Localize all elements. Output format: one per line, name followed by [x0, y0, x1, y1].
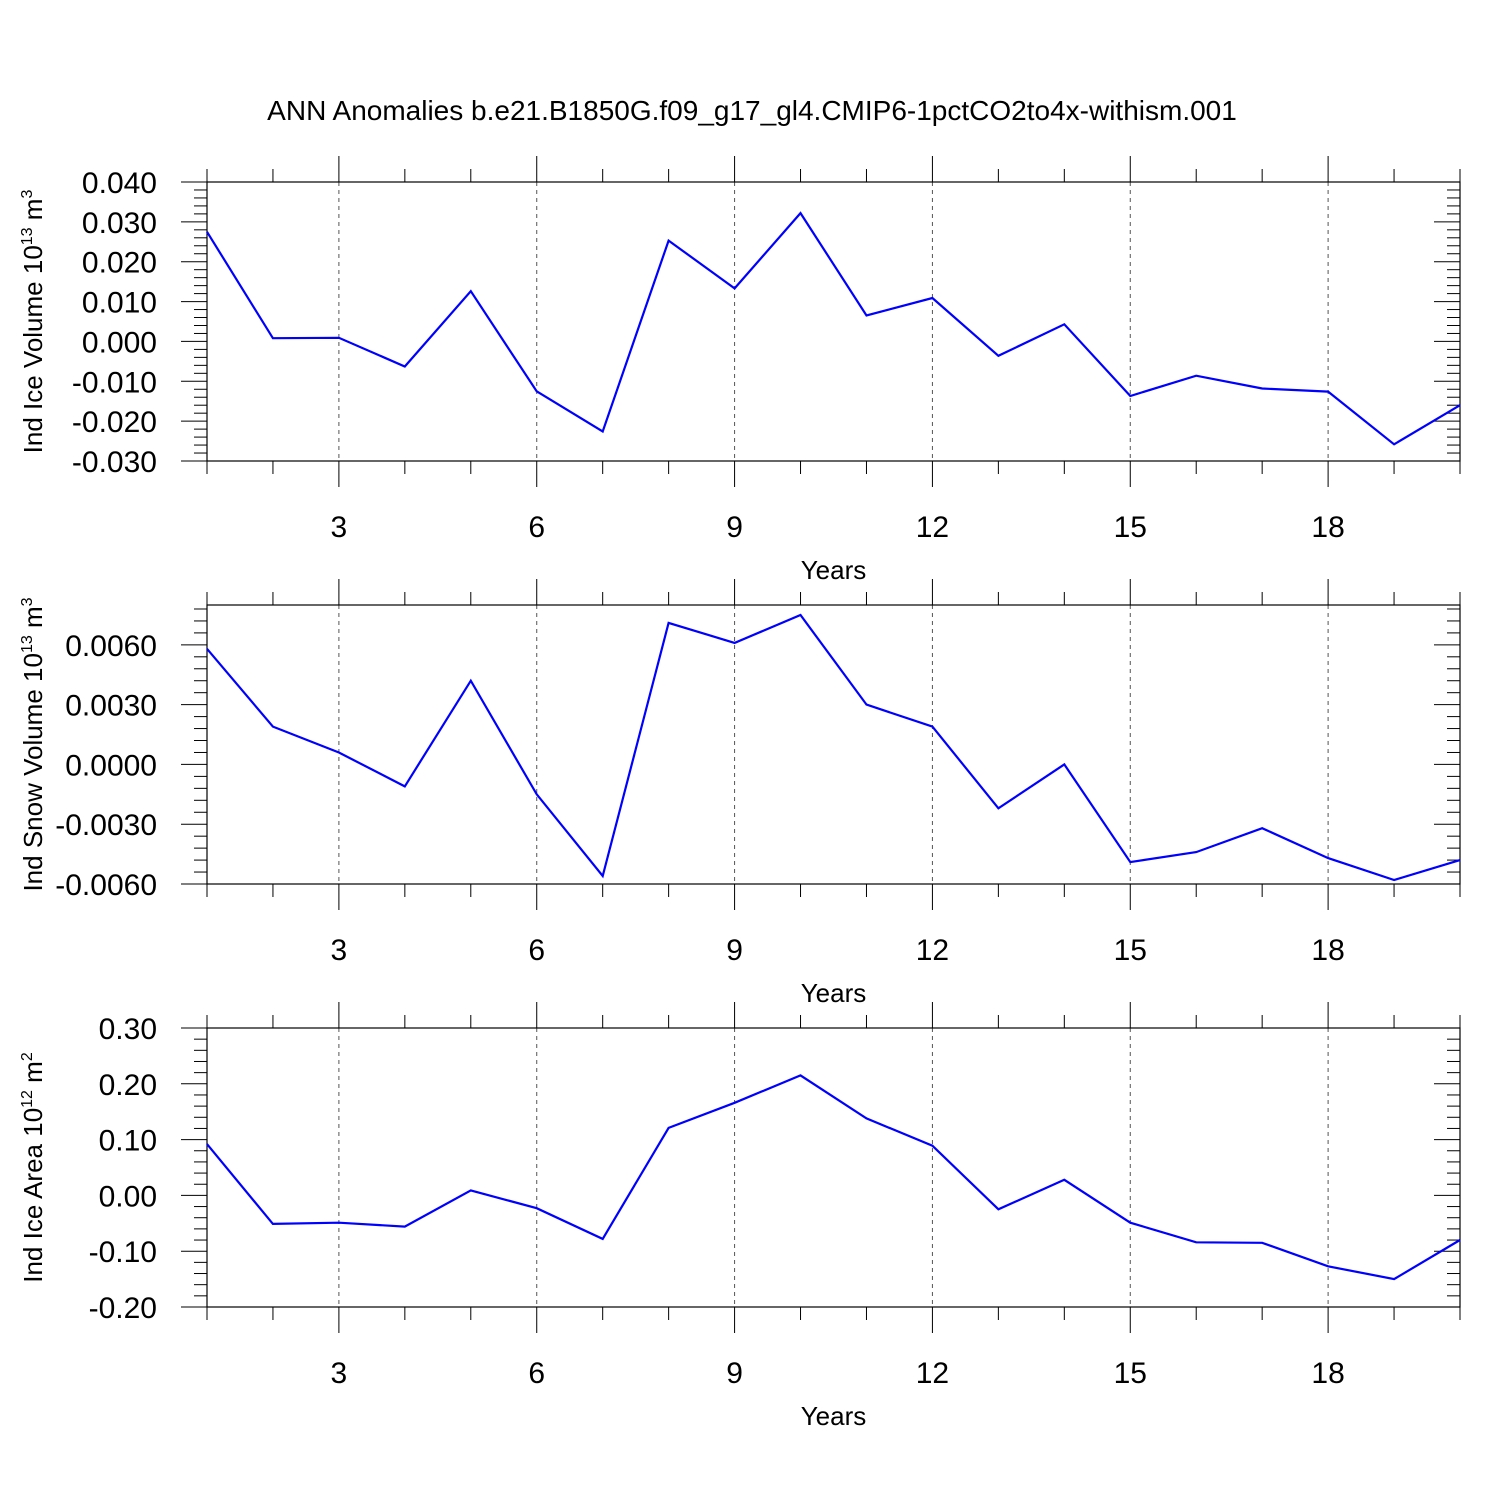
y-axis-label-unit: m	[18, 1061, 48, 1090]
y-axis-label-exponent: 13	[19, 635, 36, 653]
y-axis-label-text: Ind Ice Area 10	[18, 1108, 48, 1283]
y-axis-label-exponent: 12	[19, 1090, 36, 1108]
x-tick-label: 9	[726, 1357, 743, 1390]
chart-panel-3: 3 6 9 12 15 18 -0.20 -0.10 0.00 0.10 0.20 0.30 Ind I…	[18, 1002, 1461, 1431]
y-axis-label-unit: m	[18, 606, 48, 635]
plot-frame	[206, 181, 1461, 462]
y-tick-label: 0.20	[99, 1069, 157, 1102]
y-tick-label: -0.20	[89, 1292, 157, 1325]
x-tick-label: 15	[1114, 934, 1147, 967]
x-tick-label: 18	[1311, 934, 1344, 967]
x-tick-label: 6	[528, 1357, 545, 1390]
x-axis-label: Years	[801, 555, 867, 585]
y-tick-label: -0.030	[72, 446, 157, 479]
x-tick-label: 15	[1114, 511, 1147, 544]
y-tick-label: 0.000	[82, 326, 157, 359]
plot-frame	[206, 1027, 1461, 1308]
x-tick-label: 12	[916, 1357, 949, 1390]
x-tick-label: 6	[528, 934, 545, 967]
y-tick-label: 0.020	[82, 247, 157, 280]
y-axis-label-unit-exponent: 3	[19, 597, 36, 606]
y-axis-label-unit-exponent: 3	[19, 190, 36, 199]
y-tick-label: 0.0030	[65, 690, 157, 723]
x-tick-label: 3	[331, 934, 348, 967]
x-axis-label: Years	[801, 978, 867, 1008]
y-tick-label: 0.0060	[65, 630, 157, 663]
y-tick-label: -0.10	[89, 1236, 157, 1269]
series-line	[206, 613, 1461, 882]
y-axis-label: Ind Ice Volume 1013 m3	[18, 190, 48, 454]
y-tick-label: -0.0030	[55, 809, 157, 842]
y-tick-label: -0.010	[72, 366, 157, 399]
y-tick-label: 0.00	[99, 1180, 157, 1213]
chart-panel-1: 3 6 9 12 15 18 -0.030 -0.020 -0.010 0.000 0.010 0.0…	[18, 156, 1461, 585]
x-tick-label: 3	[331, 1357, 348, 1390]
x-tick-label: 18	[1311, 1357, 1344, 1390]
x-tick-label: 12	[916, 511, 949, 544]
y-axis-label-text: Ind Ice Volume 10	[18, 245, 48, 453]
y-tick-label: 0.010	[82, 287, 157, 320]
y-tick-label: 0.040	[82, 167, 157, 200]
figure-title: ANN Anomalies b.e21.B1850G.f09_g17_gl4.C…	[267, 95, 1237, 126]
y-axis-label-exponent: 13	[19, 227, 36, 245]
series-line	[206, 211, 1461, 446]
series-line	[206, 1074, 1461, 1281]
x-tick-label: 3	[331, 511, 348, 544]
y-tick-label: 0.0000	[65, 749, 157, 782]
y-tick-label: -0.020	[72, 406, 157, 439]
x-tick-label: 9	[726, 934, 743, 967]
y-tick-label: 0.30	[99, 1013, 157, 1046]
y-axis-label-text: Ind Snow Volume 10	[18, 653, 48, 892]
x-tick-label: 18	[1311, 511, 1344, 544]
y-axis-label-unit-exponent: 2	[19, 1052, 36, 1061]
plot-frame	[206, 604, 1461, 885]
y-axis-label: Ind Ice Area 1012 m2	[18, 1052, 48, 1283]
x-tick-label: 9	[726, 511, 743, 544]
y-tick-label: 0.10	[99, 1125, 157, 1158]
x-axis-label: Years	[801, 1401, 867, 1431]
panels: 3 6 9 12 15 18 -0.030 -0.020 -0.010 0.000 0.010 0.0…	[18, 156, 1461, 1431]
x-tick-label: 6	[528, 511, 545, 544]
chart-panel-2: 3 6 9 12 15 18 -0.0060 -0.0030 0.0000 0.0030 0.006…	[18, 579, 1461, 1008]
x-tick-label: 15	[1114, 1357, 1147, 1390]
y-axis-label: Ind Snow Volume 1013 m3	[18, 597, 48, 891]
y-tick-label: -0.0060	[55, 869, 157, 902]
y-axis-label-unit: m	[18, 199, 48, 228]
x-tick-label: 12	[916, 934, 949, 967]
y-tick-label: 0.030	[82, 207, 157, 240]
